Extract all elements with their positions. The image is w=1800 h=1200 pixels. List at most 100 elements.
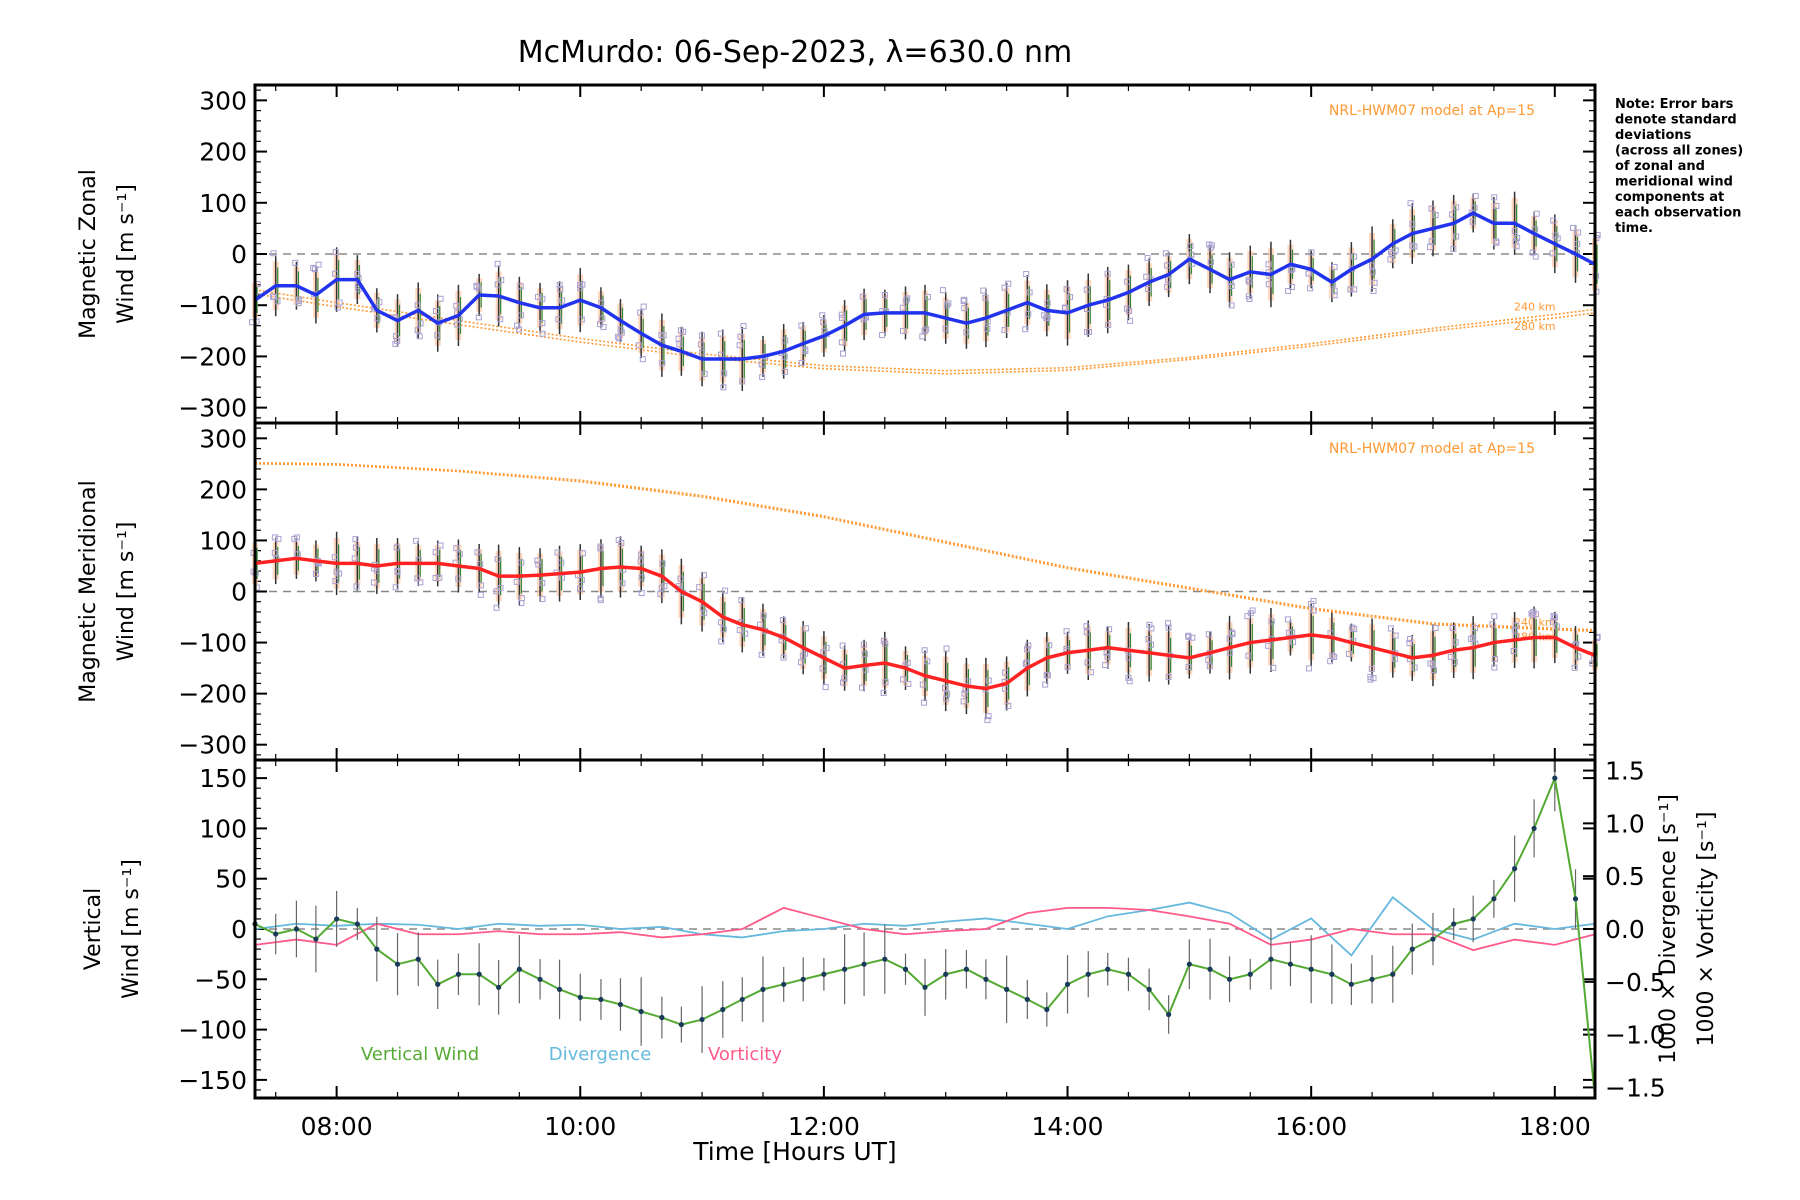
scatter-point — [640, 303, 647, 310]
x-tick-label: 18:00 — [1519, 1112, 1591, 1141]
y-tick-label: 300 — [199, 424, 247, 453]
scatter-point — [1025, 310, 1032, 317]
scatter-point — [1409, 221, 1416, 228]
vertical-wind-point — [1146, 986, 1152, 992]
scatter-point — [1392, 632, 1399, 639]
scatter-point — [1124, 278, 1131, 285]
vertical-wind-point — [537, 976, 543, 982]
scatter-point — [1427, 660, 1434, 667]
scatter-point — [659, 360, 666, 367]
vertical-wind-point — [861, 961, 867, 967]
scatter-point — [475, 314, 482, 321]
scatter-point — [1491, 664, 1498, 671]
scatter-point — [924, 658, 931, 665]
scatter-point — [315, 261, 322, 268]
scatter-point — [900, 676, 907, 683]
scatter-point — [1452, 639, 1459, 646]
scatter-point — [295, 296, 302, 303]
scatter-point — [1411, 243, 1418, 250]
scatter-point — [720, 384, 727, 391]
scatter-point — [718, 638, 725, 645]
y-tick-label: −200 — [178, 342, 247, 371]
vertical-wind-point — [1064, 981, 1071, 987]
scatter-point — [578, 316, 585, 323]
scatter-point — [355, 285, 362, 292]
scatter-point — [1470, 634, 1477, 641]
scatter-point — [1229, 630, 1236, 637]
scatter-point — [1528, 610, 1535, 617]
scatter-point — [1246, 296, 1253, 303]
scatter-point — [1165, 624, 1172, 631]
scatter-point — [1246, 278, 1253, 285]
vertical-wind-point — [1226, 976, 1233, 982]
altitude-label: 280 km — [1514, 320, 1556, 333]
scatter-point — [1493, 238, 1500, 245]
scatter-point — [1290, 639, 1297, 646]
scatter-point — [271, 549, 278, 556]
vertical-wind-point — [1470, 916, 1476, 922]
scatter-point — [1532, 253, 1539, 260]
y-tick-label: 150 — [199, 764, 247, 793]
scatter-point — [1104, 270, 1111, 277]
scatter-point — [554, 549, 561, 556]
scatter-point — [1431, 667, 1438, 674]
vertical-wind-point — [963, 966, 970, 972]
x-tick-label: 10:00 — [544, 1112, 616, 1141]
scatter-point — [921, 699, 928, 706]
scatter-point — [1063, 628, 1070, 635]
scatter-point — [436, 574, 443, 581]
scatter-point — [758, 651, 765, 658]
scatter-point — [1125, 654, 1132, 661]
scatter-point — [1346, 650, 1353, 657]
x-tick-label: 08:00 — [301, 1112, 373, 1141]
scatter-point — [961, 690, 968, 697]
scatter-point — [1529, 612, 1536, 619]
scatter-point — [1449, 624, 1456, 631]
scatter-point — [1387, 625, 1394, 632]
vertical-wind-point — [1430, 936, 1436, 942]
scatter-point — [534, 557, 541, 564]
scatter-point — [1083, 623, 1090, 630]
scatter-point — [336, 299, 343, 306]
scatter-point — [984, 717, 991, 724]
scatter-point — [417, 320, 424, 327]
vertical-wind-point — [943, 971, 949, 977]
vertical-wind-point — [902, 966, 909, 972]
scatter-point — [1228, 302, 1235, 309]
vertical-wind-point — [821, 971, 827, 977]
vertical-wind-point — [273, 931, 279, 937]
scatter-point — [1331, 654, 1338, 661]
scatter-point — [1268, 618, 1275, 625]
scatter-point — [882, 679, 889, 686]
scatter-point — [839, 642, 846, 649]
scatter-point — [353, 583, 360, 590]
scatter-point — [414, 575, 421, 582]
chart-title: McMurdo: 06-Sep-2023, λ=630.0 nm — [518, 35, 1072, 70]
vertical-wind-point — [455, 971, 462, 977]
scatter-point — [474, 549, 481, 556]
scatter-point — [1022, 326, 1029, 333]
scatter-point — [701, 370, 708, 377]
scatter-point — [1427, 243, 1434, 250]
scatter-point — [477, 561, 484, 568]
scatter-point — [840, 679, 847, 686]
scatter-point — [803, 625, 810, 632]
scatter-point — [1067, 294, 1074, 301]
scatter-point — [1245, 277, 1252, 284]
scatter-point — [1308, 600, 1315, 607]
scatter-point — [923, 326, 930, 333]
y-tick-label: −300 — [178, 731, 247, 760]
scatter-point — [374, 315, 381, 322]
scatter-point — [942, 685, 949, 692]
vertical-wind-point — [1451, 921, 1457, 927]
scatter-point — [558, 559, 565, 566]
scatter-point — [1529, 249, 1536, 256]
scatter-point — [473, 282, 480, 289]
vertical-wind-point — [659, 1014, 665, 1021]
scatter-point — [638, 590, 645, 597]
y-tick-label: 50 — [215, 865, 247, 894]
scatter-point — [797, 659, 804, 666]
scatter-point — [1185, 632, 1192, 639]
